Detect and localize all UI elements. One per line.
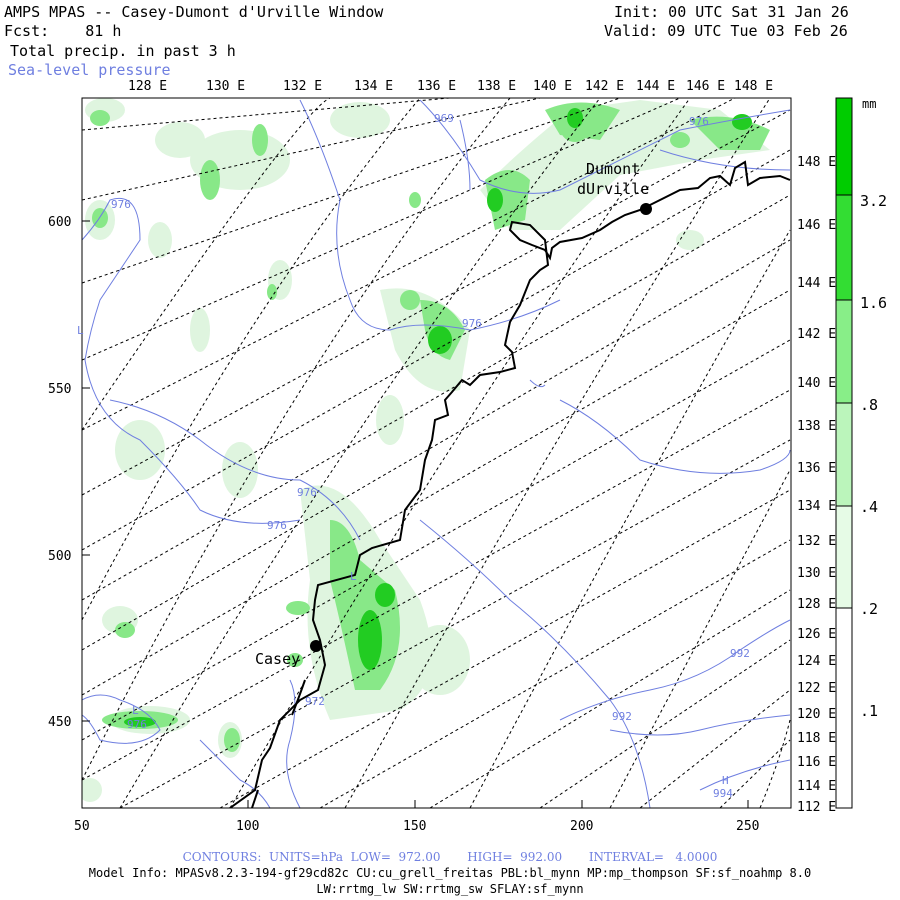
forecast-hour: Fcst: 81 h — [4, 22, 122, 40]
model-info-line2: LW:rrtmg_lw SW:rrtmg_sw SFLAY:sf_mynn — [316, 882, 584, 896]
legend-unit: mm — [862, 97, 876, 111]
legend-swatch-0.4 — [835, 402, 853, 507]
right-lon-label: 140 E — [797, 376, 836, 391]
low-marker: L — [77, 324, 84, 337]
legend-swatch-0.1 — [835, 607, 853, 809]
top-lon-label: 132 E — [283, 79, 322, 94]
x-tick-label: 150 — [403, 819, 426, 834]
overlay-name: Sea-level pressure — [8, 61, 171, 79]
precip-legend: mm 3.2 1.6 .8 .4 .2 .1 — [835, 97, 887, 809]
station-durville-label: dUrville — [577, 180, 649, 198]
contour-label: 976 — [462, 317, 482, 330]
top-lon-label: 128 E — [128, 79, 167, 94]
legend-level: .4 — [860, 498, 878, 516]
right-lon-label: 132 E — [797, 534, 836, 549]
legend-swatch-3.2 — [835, 97, 853, 196]
station-casey-label: Casey — [255, 650, 300, 668]
right-lon-label: 122 E — [797, 681, 836, 696]
low-marker: L — [132, 704, 139, 717]
station-dumont-label: Dumont — [586, 160, 640, 178]
x-tick-label: 50 — [74, 819, 90, 834]
top-lon-label: 142 E — [585, 79, 624, 94]
y-tick-label: 500 — [48, 549, 71, 564]
y-tick-label: 450 — [48, 715, 71, 730]
right-lon-label: 142 E — [797, 327, 836, 342]
contour-label: 992 — [612, 710, 632, 723]
contour-label: 994 — [713, 787, 733, 800]
right-lon-label: 148 E — [797, 155, 836, 170]
station-dumont-durville-marker — [640, 203, 652, 215]
frame-ticks — [81, 220, 749, 808]
map-title: AMPS MPAS -- Casey-Dumont d'Urville Wind… — [4, 3, 384, 21]
graticule — [82, 98, 791, 808]
plot-frame — [81, 97, 792, 809]
right-lon-label: 118 E — [797, 731, 836, 746]
precip-shading — [82, 98, 770, 802]
contour-label: 976 — [111, 198, 131, 211]
contour-label: 976 — [689, 115, 709, 128]
top-lon-label: 136 E — [417, 79, 456, 94]
right-lon-label: 112 E — [797, 800, 836, 815]
top-lon-label: 144 E — [636, 79, 675, 94]
contour-labels: 976 976 976 976 976 976 992 992 994 972 … — [77, 112, 750, 800]
right-lon-label: 134 E — [797, 499, 836, 514]
legend-level: .1 — [860, 702, 878, 720]
top-lon-label: 134 E — [354, 79, 393, 94]
right-lon-label: 130 E — [797, 566, 836, 581]
init-time: Init: 00 UTC Sat 31 Jan 26 — [614, 3, 849, 21]
contour-label: 992 — [730, 647, 750, 660]
legend-level: 1.6 — [860, 294, 887, 312]
low-marker: L — [350, 570, 357, 583]
legend-level: .8 — [860, 396, 878, 414]
top-lon-labels: 128 E 130 E 132 E 134 E 136 E 138 E 140 … — [128, 79, 773, 94]
contour-label: 976 — [297, 486, 317, 499]
contour-label: 976 — [127, 718, 147, 731]
high-marker: H — [722, 774, 729, 787]
top-lon-label: 148 E — [734, 79, 773, 94]
grid-tick-labels: 50 100 150 200 250 600 550 500 450 — [48, 215, 759, 834]
contour-label: 972 — [305, 695, 325, 708]
field-name: Total precip. in past 3 h — [10, 42, 236, 60]
right-lon-label: 116 E — [797, 755, 836, 770]
right-lon-label: 114 E — [797, 779, 836, 794]
right-lon-label: 146 E — [797, 218, 836, 233]
right-lon-label: 138 E — [797, 419, 836, 434]
y-tick-label: 550 — [48, 382, 71, 397]
contour-label: 976 — [267, 519, 287, 532]
top-lon-label: 140 E — [533, 79, 572, 94]
top-lon-label: 138 E — [477, 79, 516, 94]
legend-level: 3.2 — [860, 192, 887, 210]
right-lon-label: 124 E — [797, 654, 836, 669]
model-info: Model Info: MPASv8.2.3-194-gf29cd82c CU:… — [88, 866, 812, 880]
contour-info: CONTOURS: UNITS=hPa LOW= 972.00 HIGH= 99… — [182, 850, 718, 864]
station-casey-marker — [310, 640, 322, 652]
right-lon-label: 128 E — [797, 597, 836, 612]
top-lon-label: 130 E — [206, 79, 245, 94]
legend-level: .2 — [860, 600, 878, 618]
contour-label: 969 — [434, 112, 454, 125]
x-tick-label: 250 — [736, 819, 759, 834]
right-lon-label: 126 E — [797, 627, 836, 642]
pressure-contours — [82, 99, 791, 808]
legend-swatch-0.2 — [835, 505, 853, 609]
x-tick-label: 200 — [570, 819, 593, 834]
legend-swatch-0.8 — [835, 299, 853, 404]
x-tick-label: 100 — [236, 819, 259, 834]
coastline — [229, 160, 791, 808]
right-lon-label: 120 E — [797, 707, 836, 722]
right-lon-labels: 148 E 146 E 144 E 142 E 140 E 138 E 136 … — [797, 155, 836, 815]
right-lon-label: 136 E — [797, 461, 836, 476]
legend-swatch-1.6 — [835, 194, 853, 301]
valid-time: Valid: 09 UTC Tue 03 Feb 26 — [604, 22, 848, 40]
right-lon-label: 144 E — [797, 276, 836, 291]
top-lon-label: 146 E — [686, 79, 725, 94]
y-tick-label: 600 — [48, 215, 71, 230]
